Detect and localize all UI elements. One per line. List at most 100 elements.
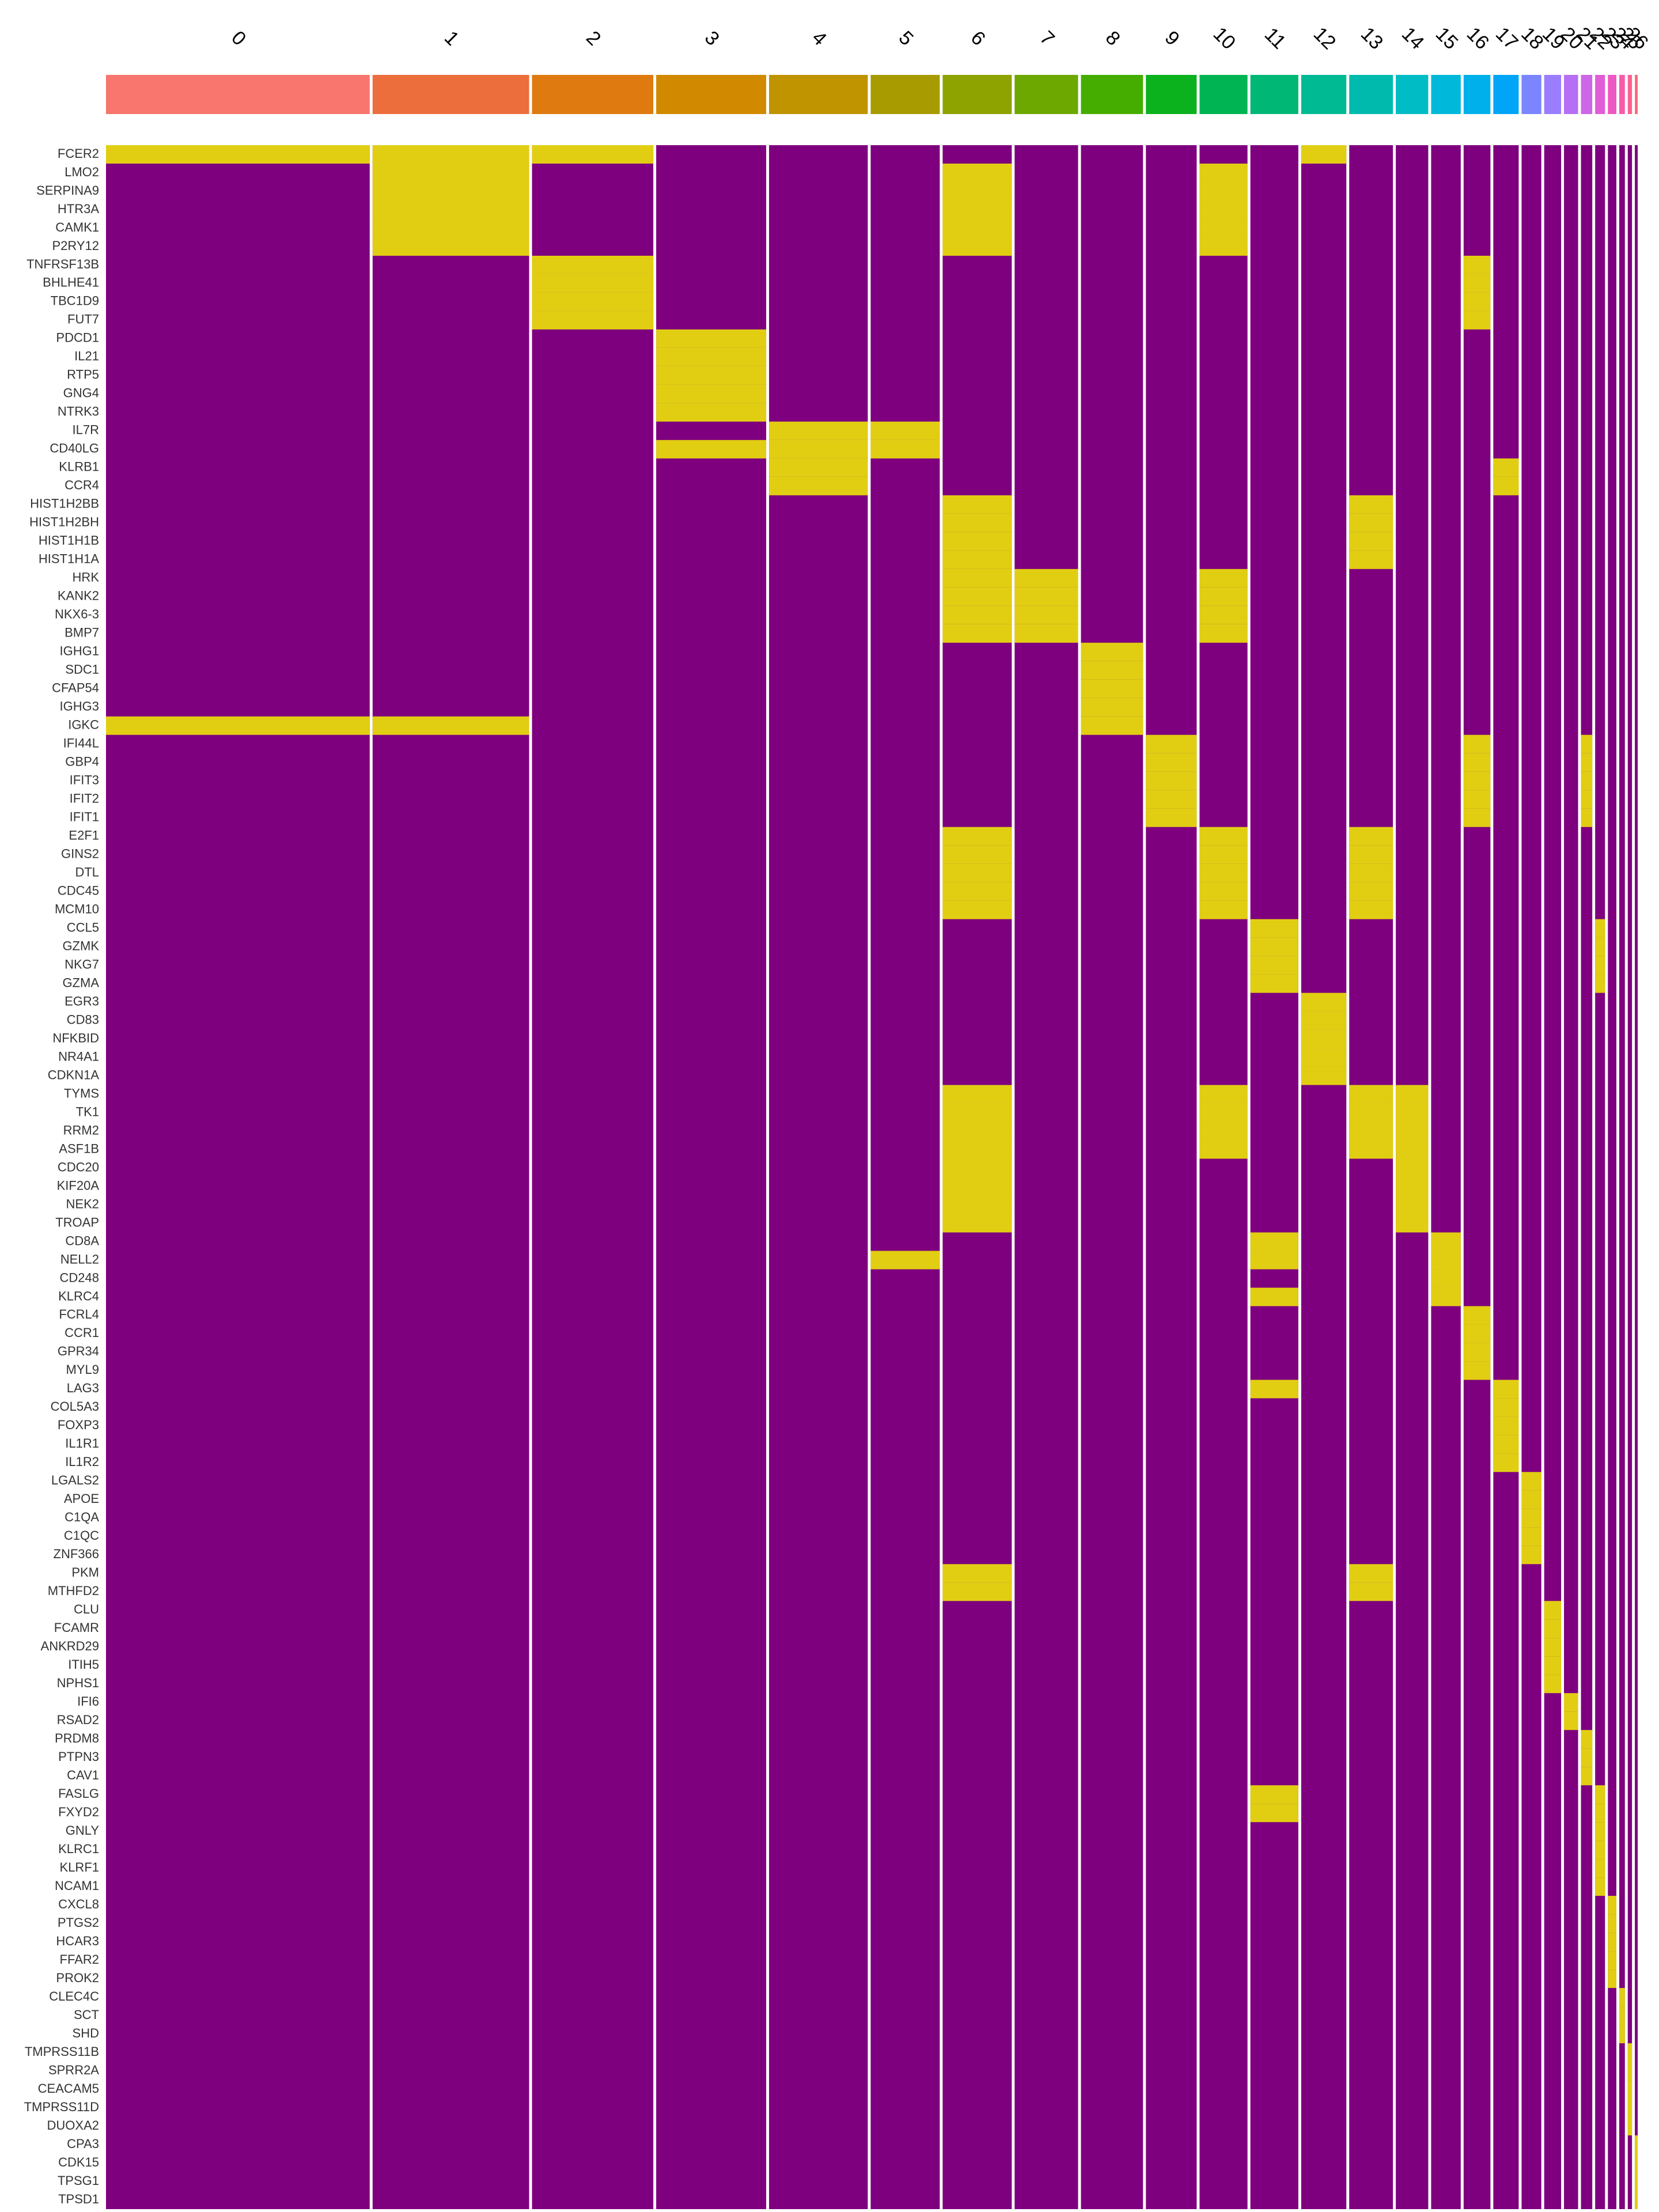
high-expression-cell: [1493, 1453, 1519, 1472]
gene-label: IGHG3: [60, 699, 99, 714]
gene-label: NR4A1: [58, 1049, 99, 1063]
cluster-label: 10: [1209, 23, 1240, 54]
high-expression-cell: [1349, 1582, 1393, 1601]
high-expression-cell: [656, 384, 767, 403]
high-expression-cell: [942, 513, 1012, 532]
cluster-bar: [1301, 75, 1347, 114]
gene-label: NELL2: [60, 1252, 99, 1266]
cluster-label: 6: [967, 26, 990, 50]
cluster-bar: [1396, 75, 1429, 114]
gene-label: PRDM8: [55, 1731, 99, 1745]
high-expression-cell: [1595, 1840, 1605, 1859]
high-expression-cell: [1199, 882, 1248, 901]
high-expression-cell: [1463, 1306, 1491, 1325]
heatmap-column: [106, 145, 370, 2209]
high-expression-cell: [372, 716, 529, 735]
high-expression-cell: [1146, 734, 1197, 753]
high-expression-cell: [372, 145, 529, 164]
high-expression-cell: [942, 1214, 1012, 1233]
high-expression-cell: [106, 145, 370, 164]
gene-label: FCER2: [58, 146, 99, 161]
high-expression-cell: [1521, 1472, 1541, 1491]
cluster-bar: [1250, 75, 1298, 114]
cluster-bar: [1014, 75, 1078, 114]
high-expression-cell: [1608, 1914, 1616, 1933]
high-expression-cell: [1199, 200, 1248, 219]
gene-label: FFAR2: [60, 1952, 99, 1967]
high-expression-cell: [1396, 1140, 1429, 1159]
high-expression-cell: [1199, 827, 1248, 846]
high-expression-cell: [656, 347, 767, 366]
cluster-bar: [1619, 75, 1625, 114]
gene-label: CDC20: [58, 1160, 99, 1174]
high-expression-cell: [1627, 2099, 1633, 2118]
high-expression-cell: [1349, 513, 1393, 532]
high-expression-cell: [1250, 1804, 1298, 1823]
cluster-label: 15: [1431, 23, 1463, 54]
gene-label: NCAM1: [55, 1878, 99, 1893]
gene-label: IGHG1: [60, 644, 99, 658]
gene-label: MCM10: [55, 902, 99, 916]
gene-label: IFI44L: [63, 736, 99, 751]
high-expression-cell: [1463, 255, 1491, 274]
high-expression-cell: [1608, 1896, 1616, 1915]
high-expression-cell: [1635, 2135, 1638, 2154]
high-expression-cell: [106, 716, 370, 735]
high-expression-cell: [1521, 1490, 1541, 1509]
gene-label: TPSD1: [58, 2192, 99, 2206]
high-expression-cell: [1493, 1435, 1519, 1454]
high-expression-cell: [1463, 753, 1491, 772]
high-expression-cell: [1627, 2080, 1633, 2099]
high-expression-cell: [1349, 1103, 1393, 1122]
high-expression-cell: [942, 1103, 1012, 1122]
gene-label: NEK2: [66, 1196, 99, 1211]
cluster-label: 11: [1260, 24, 1290, 54]
gene-label: CDK15: [58, 2155, 99, 2169]
gene-label: GBP4: [65, 755, 99, 769]
cluster-label: 2: [582, 26, 605, 50]
gene-label: TMPRSS11B: [25, 2044, 99, 2059]
high-expression-cell: [1250, 1380, 1298, 1399]
high-expression-cell: [1199, 1085, 1248, 1104]
gene-label: CPA3: [67, 2137, 99, 2151]
high-expression-cell: [372, 218, 529, 237]
high-expression-cell: [1349, 900, 1393, 919]
gene-label: FASLG: [58, 1786, 99, 1801]
high-expression-cell: [372, 237, 529, 256]
high-expression-cell: [1493, 1398, 1519, 1417]
high-expression-cell: [1493, 1380, 1519, 1399]
high-expression-cell: [1463, 292, 1491, 311]
high-expression-cell: [1349, 882, 1393, 901]
high-expression-cell: [942, 550, 1012, 569]
high-expression-cell: [1431, 1232, 1461, 1251]
high-expression-cell: [1014, 587, 1078, 606]
cluster-bar: [1581, 75, 1593, 114]
gene-label: IL7R: [73, 423, 99, 437]
gene-label: MYL9: [66, 1362, 99, 1377]
gene-label: LMO2: [65, 165, 99, 179]
high-expression-cell: [1349, 550, 1393, 569]
cluster-bar: [769, 75, 868, 114]
gene-label: C1QA: [65, 1510, 99, 1524]
gene-label: TMPRSS11D: [24, 2100, 99, 2114]
high-expression-cell: [1396, 1195, 1429, 1214]
high-expression-cell: [1595, 1822, 1605, 1841]
high-expression-cell: [372, 163, 529, 182]
cluster-label: 0: [227, 26, 250, 50]
high-expression-cell: [532, 274, 654, 293]
high-expression-cell: [942, 532, 1012, 551]
high-expression-cell: [1608, 1933, 1616, 1952]
high-expression-cell: [1301, 1029, 1347, 1048]
gene-label: TYMS: [64, 1086, 99, 1100]
high-expression-cell: [1581, 771, 1593, 790]
gene-label: SPRR2A: [48, 2063, 99, 2077]
gene-label: CFAP54: [52, 681, 99, 695]
high-expression-cell: [1396, 1103, 1429, 1122]
high-expression-cell: [1250, 1785, 1298, 1804]
high-expression-cell: [1301, 993, 1347, 1012]
high-expression-cell: [1396, 1214, 1429, 1233]
high-expression-cell: [1081, 661, 1143, 680]
gene-label: CD83: [67, 1012, 99, 1027]
high-expression-cell: [1463, 771, 1491, 790]
gene-label: TBC1D9: [51, 294, 99, 308]
